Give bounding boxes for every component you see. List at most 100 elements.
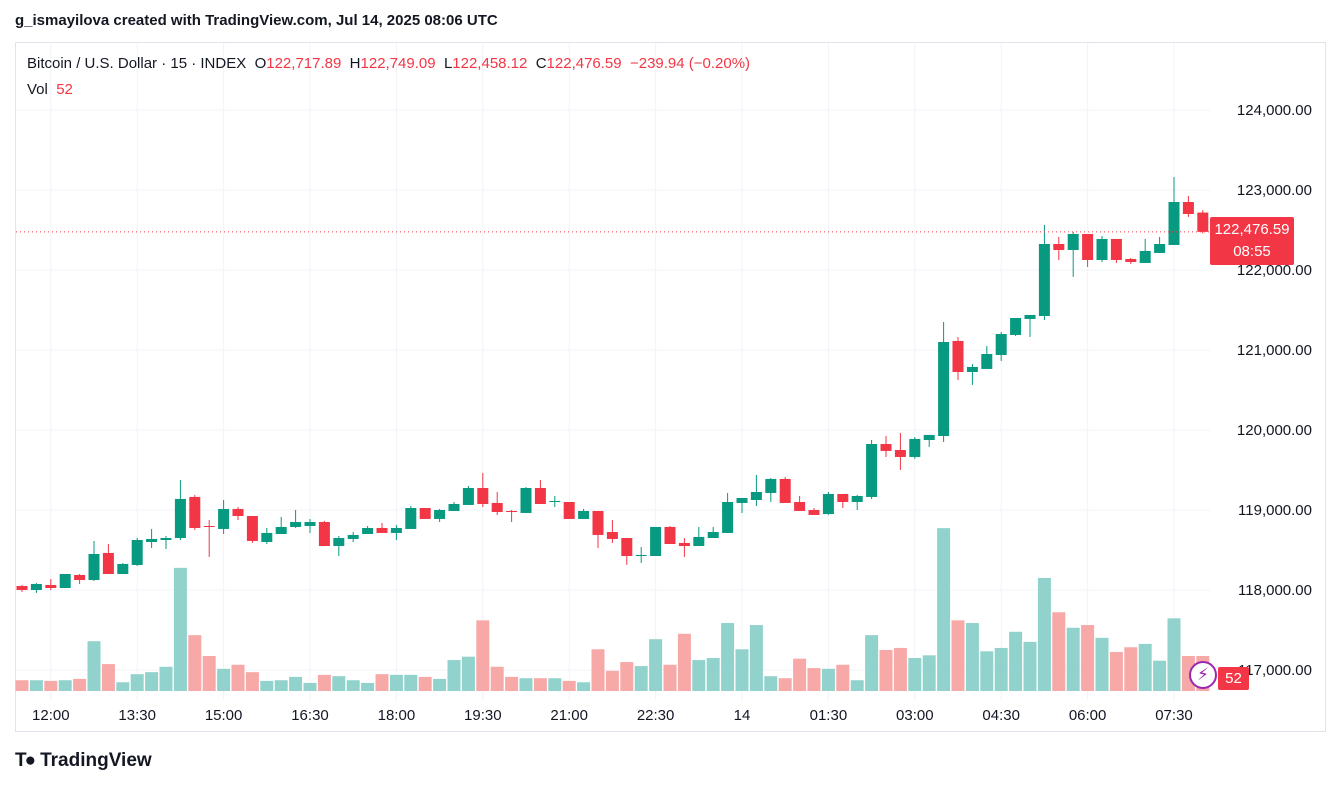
time-tick-label: 21:00 bbox=[550, 707, 588, 724]
candle-body bbox=[506, 510, 518, 512]
candle bbox=[664, 526, 676, 544]
volume-bar bbox=[893, 647, 907, 691]
candle bbox=[1139, 238, 1151, 263]
time-tick-label: 13:30 bbox=[118, 707, 156, 724]
candle bbox=[16, 584, 28, 592]
candle-body bbox=[851, 496, 863, 502]
candle bbox=[808, 508, 820, 515]
candle-body bbox=[894, 450, 906, 457]
low-value: 122,458.12 bbox=[452, 55, 528, 72]
candle-body bbox=[1125, 258, 1137, 262]
candle bbox=[1154, 236, 1166, 253]
volume-bar bbox=[173, 567, 187, 691]
volume-bar bbox=[1023, 641, 1037, 691]
candle-body bbox=[621, 538, 633, 556]
candle bbox=[1053, 236, 1065, 260]
candle bbox=[1024, 314, 1036, 337]
price-tick-label: 120,000.00 bbox=[1237, 422, 1312, 439]
volume-label[interactable]: Vol bbox=[27, 81, 48, 98]
volume-value: 52 bbox=[56, 81, 73, 98]
volume-bar bbox=[1167, 618, 1181, 691]
candle-body bbox=[275, 526, 287, 534]
candle bbox=[419, 508, 431, 519]
candle-body bbox=[30, 584, 42, 590]
candle bbox=[693, 526, 705, 546]
candle bbox=[333, 536, 345, 556]
volume-bar bbox=[706, 658, 720, 691]
candle-body bbox=[1038, 244, 1050, 316]
volume-bar bbox=[1153, 660, 1167, 691]
volume-bar bbox=[101, 664, 115, 691]
candle-body bbox=[1010, 318, 1022, 335]
volume-bar bbox=[15, 680, 29, 691]
volume-bar bbox=[994, 647, 1008, 691]
volume-bar bbox=[620, 662, 634, 691]
candle bbox=[520, 486, 532, 513]
volume-bar bbox=[87, 641, 101, 691]
candle bbox=[304, 518, 316, 533]
volume-bar bbox=[721, 623, 735, 691]
candle bbox=[866, 440, 878, 499]
time-tick-label: 12:00 bbox=[32, 707, 70, 724]
volume-bar bbox=[778, 678, 792, 691]
volume-bar bbox=[634, 666, 648, 691]
volume-bar bbox=[159, 666, 173, 691]
candle bbox=[491, 492, 503, 515]
volume-bar bbox=[274, 680, 288, 691]
time-tick-label: 19:30 bbox=[464, 707, 502, 724]
time-tick-label: 18:00 bbox=[378, 707, 416, 724]
volume-legend: Vol 52 bbox=[27, 81, 73, 98]
volume-bar bbox=[217, 668, 231, 691]
volume-bar bbox=[145, 672, 159, 691]
candle-body bbox=[390, 528, 402, 533]
candle bbox=[102, 544, 114, 574]
volume-bar bbox=[821, 668, 835, 691]
candle bbox=[246, 516, 258, 543]
symbol-title[interactable]: Bitcoin / U.S. Dollar · 15 · INDEX bbox=[27, 55, 247, 72]
candle-body bbox=[59, 574, 71, 588]
candle-body bbox=[448, 504, 460, 511]
candle bbox=[189, 494, 201, 530]
candle-body bbox=[1182, 202, 1194, 214]
volume-bar bbox=[605, 670, 619, 691]
volume-bar bbox=[1109, 651, 1123, 691]
candle-body bbox=[563, 502, 575, 519]
candles bbox=[16, 176, 1209, 593]
candle bbox=[1168, 176, 1180, 245]
candle-body bbox=[722, 502, 734, 533]
volume-bar bbox=[879, 649, 893, 691]
candle-body bbox=[376, 528, 388, 533]
volume-bar bbox=[1052, 612, 1066, 691]
volume-bar bbox=[519, 678, 533, 691]
footer-brand[interactable]: T● TradingView bbox=[15, 750, 152, 772]
candle bbox=[261, 528, 273, 544]
time-tick-label: 07:30 bbox=[1155, 707, 1193, 724]
candle bbox=[909, 436, 921, 459]
candle bbox=[534, 480, 546, 504]
price-axis: 124,000.00 123,000.00 122,000.00 121,000.00… bbox=[1237, 102, 1312, 679]
price-tick-label: 121,000.00 bbox=[1237, 342, 1312, 359]
candle bbox=[203, 520, 215, 557]
volume-bar bbox=[389, 674, 403, 691]
candle bbox=[74, 574, 86, 584]
candle bbox=[434, 508, 446, 522]
lightning-icon[interactable]: ⚡︎ bbox=[1189, 661, 1217, 689]
volume-bar bbox=[245, 672, 259, 691]
chart-frame bbox=[15, 42, 1326, 732]
candle-body bbox=[693, 536, 705, 546]
candle-body bbox=[246, 516, 258, 541]
volume-bar bbox=[346, 680, 360, 691]
candle bbox=[88, 540, 100, 581]
price-tick-label: 122,000.00 bbox=[1237, 262, 1312, 279]
open-value: 122,717.89 bbox=[266, 55, 342, 72]
candle bbox=[318, 520, 330, 546]
candle bbox=[995, 332, 1007, 361]
time-tick-label: 03:00 bbox=[896, 707, 934, 724]
candle bbox=[765, 478, 777, 502]
candle bbox=[1125, 258, 1137, 264]
candle-body bbox=[318, 522, 330, 546]
candle bbox=[779, 476, 791, 503]
candle-body bbox=[477, 488, 489, 504]
candle bbox=[131, 538, 143, 566]
